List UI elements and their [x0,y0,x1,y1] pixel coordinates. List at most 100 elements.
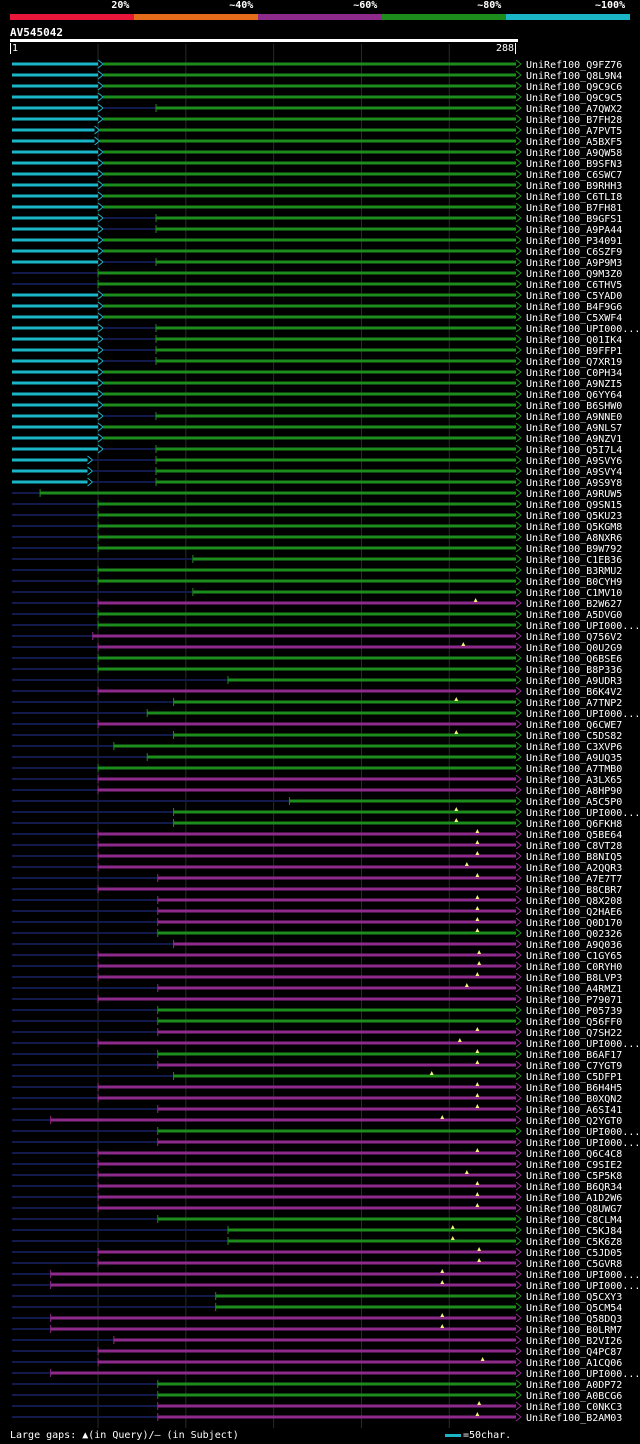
alignment-end-marker [515,1346,522,1356]
hit-label: UniRef100_Q5I7L4 [526,445,622,456]
hit-label: UniRef100_A9NZI5 [526,379,622,390]
query-gap-flag [475,928,480,932]
alignment-end-marker [515,1016,522,1026]
alignment-end-marker [515,1401,522,1411]
alignment-end-marker [515,1269,522,1279]
hit-label: UniRef100_UPI000... [526,709,640,720]
hit-label: UniRef100_A5DVG0 [526,610,622,621]
hit-label: UniRef100_C6THV5 [526,280,622,291]
hit-label: UniRef100_B2VI26 [526,1336,622,1347]
hit-label: UniRef100_B4F9G6 [526,302,622,313]
alignment-end-marker [515,1302,522,1312]
hit-label: UniRef100_A8HP90 [526,786,622,797]
alignment-end-marker [515,620,522,630]
legend-label-2: ~60% [353,0,378,11]
alignment-end-marker [515,785,522,795]
hit-label: UniRef100_C5YAD0 [526,291,622,302]
alignment-end-marker [515,1214,522,1224]
alignment-end-marker [515,1005,522,1015]
hit-label: UniRef100_C0NKC3 [526,1402,622,1413]
alignment-end-marker [515,1291,522,1301]
alignment-end-marker [515,290,522,300]
query-gap-flag [475,1412,480,1416]
hit-label: UniRef100_Q5BE64 [526,830,622,841]
query-gap-flag [450,1225,455,1229]
hit-label: UniRef100_B7FH28 [526,115,622,126]
query-gap-flag [475,917,480,921]
hit-label: UniRef100_Q58DQ3 [526,1314,622,1325]
alignment-end-marker [515,400,522,410]
alignment-end-marker [515,653,522,663]
hit-label: UniRef100_Q9M3Z0 [526,269,622,280]
alignment-end-marker [515,565,522,575]
query-gap-flag [475,840,480,844]
hit-label: UniRef100_C5P5K8 [526,1171,622,1182]
hit-label: UniRef100_C5DS82 [526,731,622,742]
hit-label: UniRef100_A8NXR6 [526,533,622,544]
query-gap-flag [429,1071,434,1075]
segment-break-marker [97,433,104,443]
hit-label: UniRef100_A6SI41 [526,1105,622,1116]
alignment-end-marker [515,1313,522,1323]
segment-break-marker [97,158,104,168]
alignment-end-marker [515,136,522,146]
hit-label: UniRef100_Q0D170 [526,918,622,929]
hit-label: UniRef100_C3XVP6 [526,742,622,753]
alignment-end-marker [515,719,522,729]
hit-label: UniRef100_A0DP72 [526,1380,622,1391]
query-gap-flag [477,961,482,965]
hit-label: UniRef100_B0XQN2 [526,1094,622,1105]
query-gap-flag [454,807,459,811]
alignment-end-marker [515,1412,522,1422]
query-gap-flag [454,697,459,701]
alignment-end-marker [515,81,522,91]
query-gap-flag [464,983,469,987]
alignment-end-marker [515,763,522,773]
alignment-end-marker [515,1049,522,1059]
query-gap-flag [440,1280,445,1284]
alignment-end-marker [515,510,522,520]
alignment-end-marker [515,829,522,839]
hit-label: UniRef100_Q8UWG7 [526,1204,622,1215]
query-gap-flag [475,851,480,855]
segment-break-marker [97,202,104,212]
query-gap-flag [440,1313,445,1317]
segment-break-marker [97,400,104,410]
alignment-end-marker [515,686,522,696]
alignment-end-marker [515,433,522,443]
alignment-end-marker [515,818,522,828]
scale-bar [445,1433,461,1437]
alignment-end-marker [515,202,522,212]
hit-label: UniRef100_Q56FF0 [526,1017,622,1028]
alignment-end-marker [515,191,522,201]
alignment-end-marker [515,92,522,102]
ruler-end-label: 288 [496,43,517,54]
hit-label: UniRef100_Q8X208 [526,896,622,907]
query-gap-flag [475,829,480,833]
hit-label: UniRef100_B6H4H5 [526,1083,622,1094]
hit-label: UniRef100_A1D2W6 [526,1193,622,1204]
query-gap-flag [475,1192,480,1196]
alignment-end-marker [515,1148,522,1158]
alignment-end-marker [515,675,522,685]
query-gap-flag [477,1258,482,1262]
hit-label: UniRef100_C8VT28 [526,841,622,852]
segment-break-marker [97,389,104,399]
segment-break-marker [87,477,94,487]
alignment-end-marker [515,598,522,608]
legend-label-3: ~80% [477,0,502,11]
query-gap-flag [475,873,480,877]
alignment-end-marker [515,499,522,509]
segment-break-marker [97,191,104,201]
alignment-end-marker [515,796,522,806]
hit-label: UniRef100_A0BCG6 [526,1391,622,1402]
legend-bar-4 [506,14,630,20]
hit-label: UniRef100_Q6CWE7 [526,720,622,731]
alignment-end-marker [515,609,522,619]
hit-label: UniRef100_B9RHH3 [526,181,622,192]
alignment-end-marker [515,994,522,1004]
segment-break-marker [97,70,104,80]
hit-label: UniRef100_C0PH34 [526,368,622,379]
alignment-end-marker [515,1093,522,1103]
hit-label: UniRef100_B8CBR7 [526,885,622,896]
